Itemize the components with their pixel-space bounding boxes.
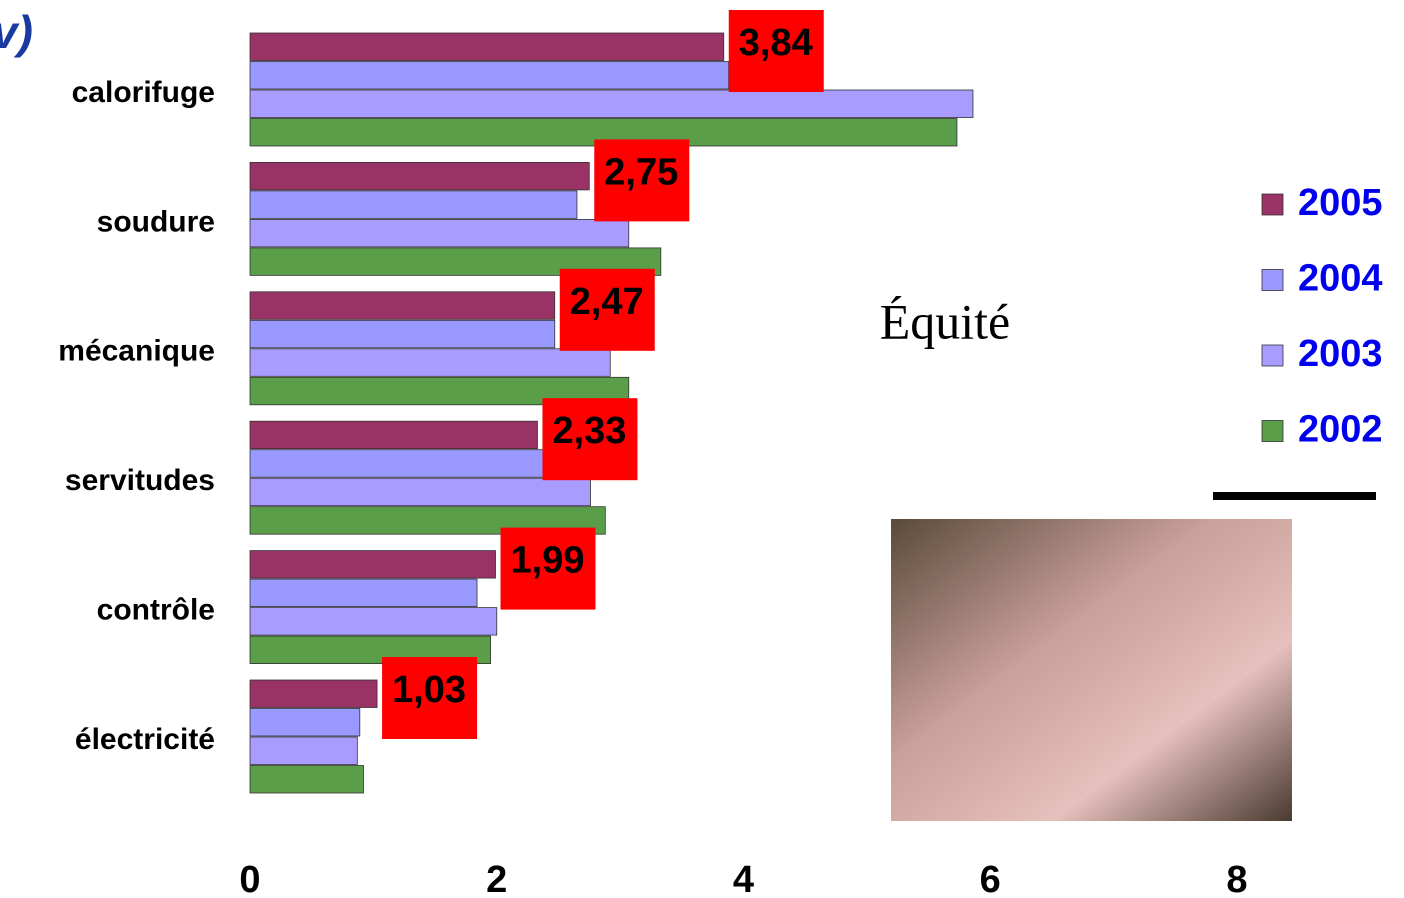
value-label: 2,47 [570,281,644,323]
x-tick-label: 8 [1226,859,1247,898]
value-label: 1,99 [511,540,585,582]
legend-swatch [1262,421,1283,442]
annotation: Équité [880,293,1011,349]
bar [250,608,497,636]
legend-label: 2003 [1298,333,1383,375]
legend-label: 2005 [1298,182,1383,224]
bar [250,162,589,190]
legend-label: 2002 [1298,409,1383,451]
y-tick-label: soudure [97,205,215,238]
bar [250,680,377,708]
value-label: 1,03 [392,669,466,711]
bar [250,349,610,377]
legend-swatch [1262,345,1283,366]
value-label: 2,33 [552,410,626,452]
bar [250,191,577,219]
y-tick-label: servitudes [65,464,215,497]
bar [250,450,546,478]
divider [1213,492,1376,500]
x-tick-label: 4 [733,859,754,898]
chart: v) Équité 0 2 4 6 8 calorifuge soudure mécaniqu… [0,0,1404,898]
legend-swatch [1262,194,1283,215]
value-label: 3,84 [739,22,813,64]
bar [250,33,724,61]
legend-label: 2004 [1298,258,1383,300]
bar [250,320,555,348]
bar [250,90,973,118]
bar [250,219,629,247]
bar [250,709,360,737]
bar [250,421,537,449]
x-tick-label: 0 [239,859,260,898]
y-tick-label: mécanique [58,335,215,368]
value-label: 2,75 [604,151,678,193]
x-tick-label: 2 [486,859,507,898]
bar [250,766,364,794]
bar [250,551,496,579]
x-tick-label: 6 [980,859,1001,898]
bar [250,579,477,607]
y-tick-label: calorifuge [72,76,215,109]
y-tick-label: électricité [75,723,215,756]
chart-title: v) [0,6,33,58]
bar [250,478,591,506]
bar [250,62,729,90]
bar [250,292,555,320]
bar [250,737,357,765]
photo [891,519,1292,821]
legend-swatch [1262,270,1283,291]
y-tick-label: contrôle [97,594,215,627]
